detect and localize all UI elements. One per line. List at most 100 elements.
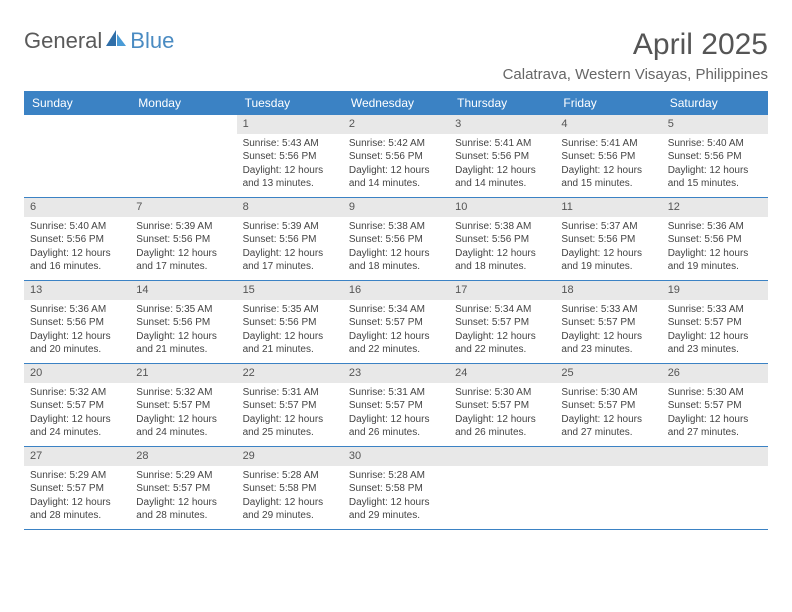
sunrise-line: Sunrise: 5:41 AM [561,137,655,151]
sunrise-line: Sunrise: 5:41 AM [455,137,549,151]
day-number: 7 [130,198,236,217]
sunset-line: Sunset: 5:56 PM [668,233,762,247]
day-cell: 18Sunrise: 5:33 AMSunset: 5:57 PMDayligh… [555,281,661,363]
brand-part1: General [24,28,102,54]
day-content: Sunrise: 5:42 AMSunset: 5:56 PMDaylight:… [343,134,449,196]
empty-day [449,447,555,466]
daylight-line: Daylight: 12 hours and 26 minutes. [349,413,443,440]
day-content: Sunrise: 5:43 AMSunset: 5:56 PMDaylight:… [237,134,343,196]
sunrise-line: Sunrise: 5:28 AM [243,469,337,483]
day-number: 22 [237,364,343,383]
day-cell: 22Sunrise: 5:31 AMSunset: 5:57 PMDayligh… [237,364,343,446]
day-content: Sunrise: 5:33 AMSunset: 5:57 PMDaylight:… [662,300,768,362]
sunrise-line: Sunrise: 5:38 AM [349,220,443,234]
daylight-line: Daylight: 12 hours and 29 minutes. [349,496,443,523]
sunrise-line: Sunrise: 5:43 AM [243,137,337,151]
sunset-line: Sunset: 5:56 PM [455,233,549,247]
day-cell: 2Sunrise: 5:42 AMSunset: 5:56 PMDaylight… [343,115,449,197]
sunrise-line: Sunrise: 5:28 AM [349,469,443,483]
day-cell: 1Sunrise: 5:43 AMSunset: 5:56 PMDaylight… [237,115,343,197]
daylight-line: Daylight: 12 hours and 15 minutes. [668,164,762,191]
day-content: Sunrise: 5:32 AMSunset: 5:57 PMDaylight:… [130,383,236,445]
daylight-line: Daylight: 12 hours and 23 minutes. [668,330,762,357]
day-cell [24,115,130,197]
daylight-line: Daylight: 12 hours and 27 minutes. [668,413,762,440]
sunrise-line: Sunrise: 5:36 AM [668,220,762,234]
day-content: Sunrise: 5:40 AMSunset: 5:56 PMDaylight:… [24,217,130,279]
day-number: 6 [24,198,130,217]
daylight-line: Daylight: 12 hours and 22 minutes. [455,330,549,357]
day-content: Sunrise: 5:30 AMSunset: 5:57 PMDaylight:… [449,383,555,445]
daylight-line: Daylight: 12 hours and 17 minutes. [243,247,337,274]
day-number: 3 [449,115,555,134]
day-cell: 13Sunrise: 5:36 AMSunset: 5:56 PMDayligh… [24,281,130,363]
day-content: Sunrise: 5:37 AMSunset: 5:56 PMDaylight:… [555,217,661,279]
sunset-line: Sunset: 5:56 PM [136,316,230,330]
daylight-line: Daylight: 12 hours and 13 minutes. [243,164,337,191]
week-row: 6Sunrise: 5:40 AMSunset: 5:56 PMDaylight… [24,198,768,281]
day-content: Sunrise: 5:34 AMSunset: 5:57 PMDaylight:… [343,300,449,362]
day-content: Sunrise: 5:31 AMSunset: 5:57 PMDaylight:… [343,383,449,445]
daylight-line: Daylight: 12 hours and 14 minutes. [349,164,443,191]
day-cell: 3 Sunrise: 5:41 AMSunset: 5:56 PMDaylight… [449,115,555,197]
sunset-line: Sunset: 5:57 PM [668,316,762,330]
brand-part2: Blue [130,28,174,54]
sunrise-line: Sunrise: 5:39 AM [243,220,337,234]
day-cell: 17Sunrise: 5:34 AMSunset: 5:57 PMDayligh… [449,281,555,363]
day-header-row: SundayMondayTuesdayWednesdayThursdayFrid… [24,91,768,115]
day-cell: 8Sunrise: 5:39 AMSunset: 5:56 PMDaylight… [237,198,343,280]
day-header: Saturday [662,91,768,115]
day-cell: 21Sunrise: 5:32 AMSunset: 5:57 PMDayligh… [130,364,236,446]
day-cell: 24Sunrise: 5:30 AMSunset: 5:57 PMDayligh… [449,364,555,446]
daylight-line: Daylight: 12 hours and 19 minutes. [561,247,655,274]
sunrise-line: Sunrise: 5:34 AM [349,303,443,317]
day-number: 28 [130,447,236,466]
sunrise-line: Sunrise: 5:30 AM [561,386,655,400]
sunrise-line: Sunrise: 5:30 AM [455,386,549,400]
sunset-line: Sunset: 5:56 PM [349,150,443,164]
day-header: Wednesday [343,91,449,115]
day-header: Thursday [449,91,555,115]
daylight-line: Daylight: 12 hours and 19 minutes. [668,247,762,274]
day-number: 1 [237,115,343,134]
day-number: 27 [24,447,130,466]
day-cell: 7Sunrise: 5:39 AMSunset: 5:56 PMDaylight… [130,198,236,280]
daylight-line: Daylight: 12 hours and 26 minutes. [455,413,549,440]
sunset-line: Sunset: 5:56 PM [455,150,549,164]
day-cell: 23Sunrise: 5:31 AMSunset: 5:57 PMDayligh… [343,364,449,446]
daylight-line: Daylight: 12 hours and 29 minutes. [243,496,337,523]
day-content: Sunrise: 5:39 AMSunset: 5:56 PMDaylight:… [130,217,236,279]
day-content: Sunrise: 5:41 AMSunset: 5:56 PMDaylight:… [555,134,661,196]
sunrise-line: Sunrise: 5:32 AM [30,386,124,400]
day-number: 2 [343,115,449,134]
day-cell: 11Sunrise: 5:37 AMSunset: 5:56 PMDayligh… [555,198,661,280]
sunrise-line: Sunrise: 5:42 AM [349,137,443,151]
sunset-line: Sunset: 5:57 PM [561,316,655,330]
day-content: Sunrise: 5:28 AMSunset: 5:58 PMDaylight:… [343,466,449,528]
day-cell [662,447,768,529]
day-cell: 26Sunrise: 5:30 AMSunset: 5:57 PMDayligh… [662,364,768,446]
sunset-line: Sunset: 5:57 PM [136,482,230,496]
sunrise-line: Sunrise: 5:33 AM [668,303,762,317]
day-cell: 27Sunrise: 5:29 AMSunset: 5:57 PMDayligh… [24,447,130,529]
daylight-line: Daylight: 12 hours and 25 minutes. [243,413,337,440]
week-row: 20Sunrise: 5:32 AMSunset: 5:57 PMDayligh… [24,364,768,447]
sunset-line: Sunset: 5:57 PM [455,399,549,413]
sunset-line: Sunset: 5:56 PM [30,233,124,247]
daylight-line: Daylight: 12 hours and 17 minutes. [136,247,230,274]
sunrise-line: Sunrise: 5:38 AM [455,220,549,234]
sunrise-line: Sunrise: 5:31 AM [243,386,337,400]
day-number: 21 [130,364,236,383]
day-header: Monday [130,91,236,115]
day-content: Sunrise: 5:35 AMSunset: 5:56 PMDaylight:… [237,300,343,362]
daylight-line: Daylight: 12 hours and 24 minutes. [136,413,230,440]
day-content: Sunrise: 5:28 AMSunset: 5:58 PMDaylight:… [237,466,343,528]
day-content: Sunrise: 5:36 AMSunset: 5:56 PMDaylight:… [24,300,130,362]
sunrise-line: Sunrise: 5:29 AM [30,469,124,483]
day-number: 19 [662,281,768,300]
sunset-line: Sunset: 5:57 PM [455,316,549,330]
day-cell: 5Sunrise: 5:40 AMSunset: 5:56 PMDaylight… [662,115,768,197]
daylight-line: Daylight: 12 hours and 14 minutes. [455,164,549,191]
day-content: Sunrise: 5:30 AMSunset: 5:57 PMDaylight:… [662,383,768,445]
empty-day [130,115,236,119]
